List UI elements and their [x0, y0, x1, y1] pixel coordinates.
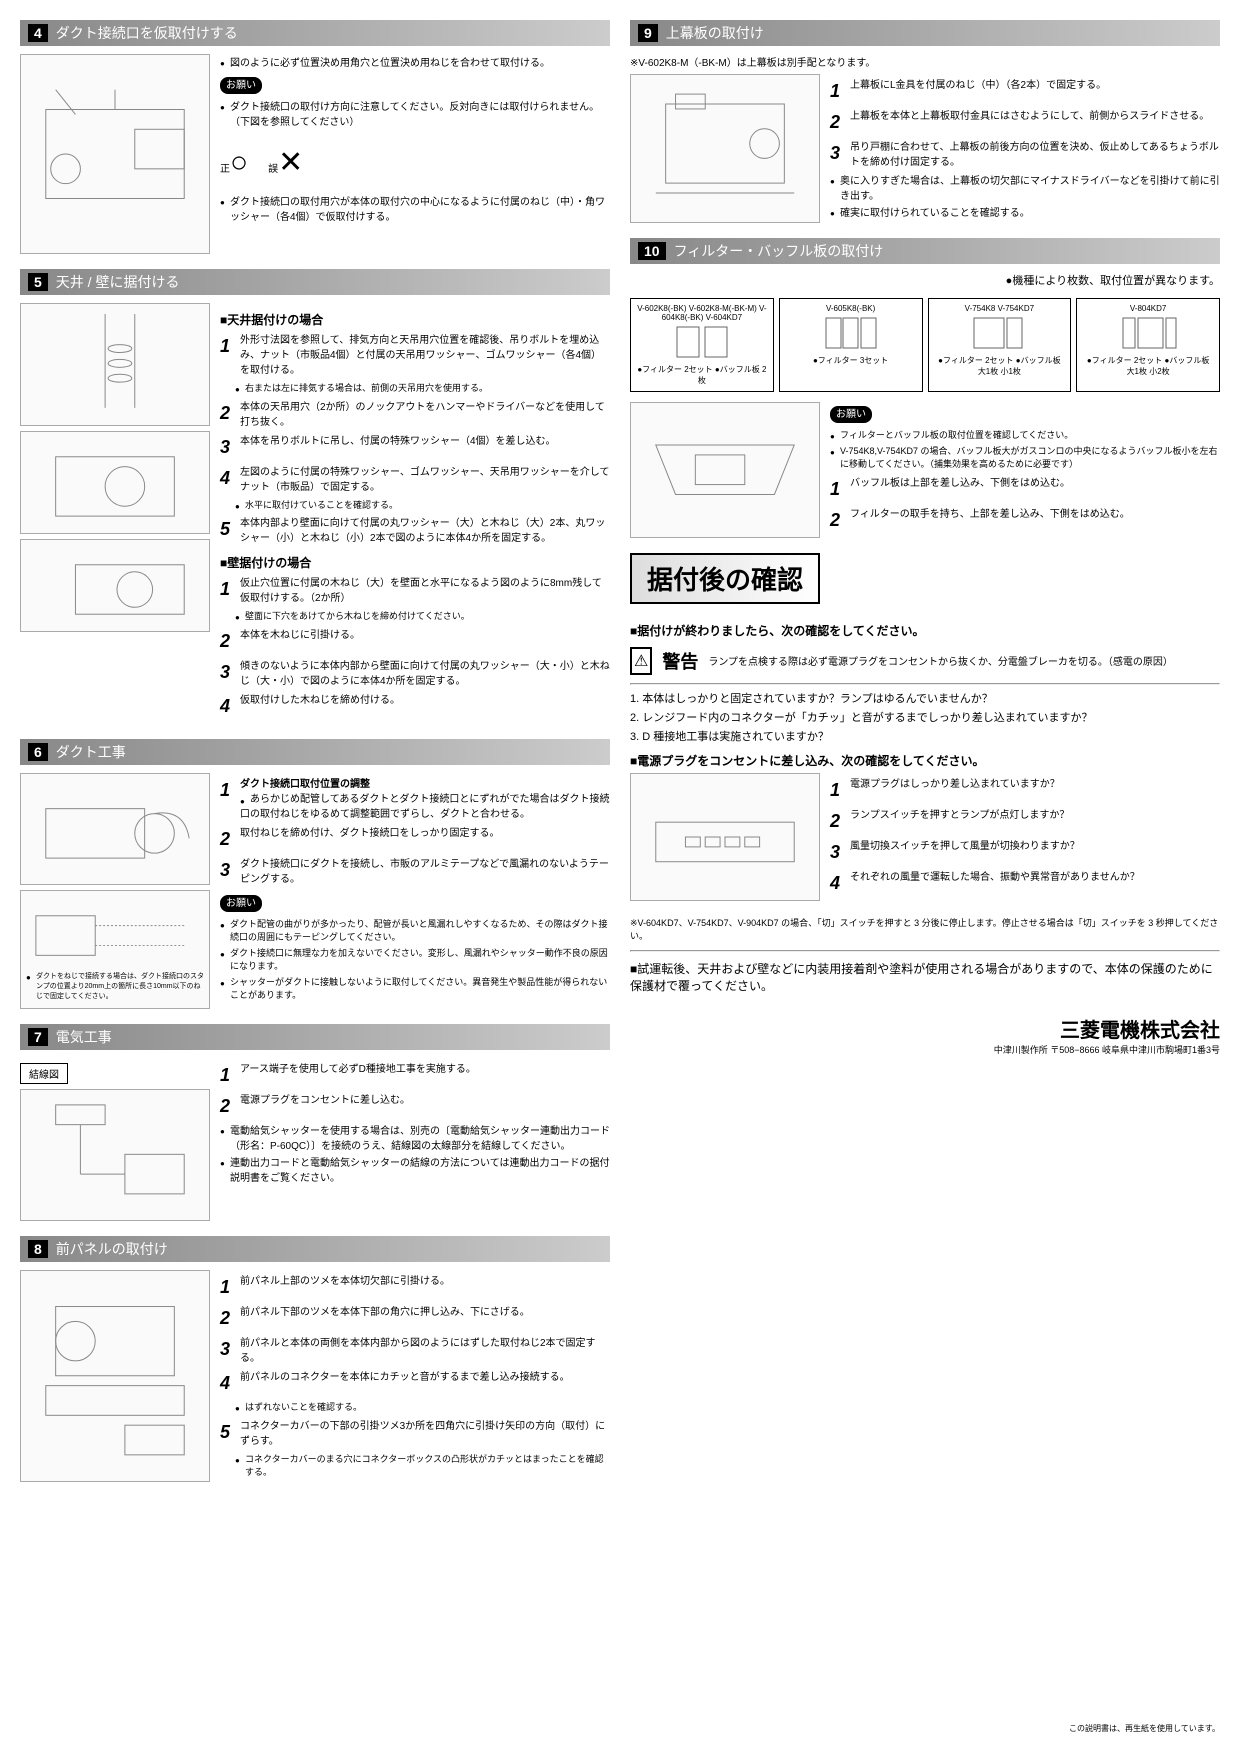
section-6-header: 6 ダクト工事 — [20, 739, 610, 765]
diagram-5c — [20, 539, 210, 632]
section-5-text: ■天井据付けの場合 1外形寸法図を参照して、排気方向と天吊用穴位置を確認後、吊り… — [220, 303, 610, 724]
diagram-5b — [20, 431, 210, 534]
final-note: ■試運転後、天井および壁などに内装用接着剤や塗料が使用される場合がありますので、… — [630, 960, 1220, 994]
footer-note: この説明書は、再生紙を使用しています。 — [1069, 1723, 1220, 1734]
company-addr: 中津川製作所 〒508−8666 岐阜県中津川市駒場町1番3号 — [630, 1043, 1220, 1056]
section-5-header: 5 天井 / 壁に据付ける — [20, 269, 610, 295]
section-4-header: 4 ダクト接続口を仮取付けする — [20, 20, 610, 46]
section-8-header: 8 前パネルの取付け — [20, 1236, 610, 1262]
s9-note: ※V-602K8-M（-BK-M）は上幕板は別手配となります。 — [630, 54, 1220, 69]
diagram-6a — [20, 773, 210, 886]
diagram-10 — [630, 402, 820, 538]
section-9-text: 1上幕板にL金具を付属のねじ（中）（各2本）で固定する。 2上幕板を本体と上幕板… — [830, 74, 1220, 223]
section-9-header: 9 上幕板の取付け — [630, 20, 1220, 46]
correct-wrong-diagram: 正○ 誤✕ — [220, 140, 610, 185]
check-list-1: 1. 本体はしっかりと固定されていますか？ランプはゆるんでいませんか？ 2. レ… — [630, 690, 1220, 744]
section-7-text: 1アース端子を使用して必ずD種接地工事を実施する。 2電源プラグをコンセントに差… — [220, 1058, 610, 1222]
diagram-6b: ダクトをねじで接続する場合は、ダクト接続口のスタンプの位置より20mm上の箇所に… — [20, 890, 210, 1008]
section-10-text: お願い フィルターとバッフル板の取付位置を確認してください。 V-754K8,V… — [830, 402, 1220, 538]
diagram-5a — [20, 303, 210, 426]
section-4-text: 図のように必ず位置決め用角穴と位置決め用ねじを合わせて取付ける。 お願い ダクト… — [220, 54, 610, 254]
confirm-title: 据付後の確認 — [630, 553, 820, 604]
company-name: 三菱電機株式会社 — [630, 1014, 1220, 1043]
section-num-4: 4 — [28, 24, 48, 42]
section-title-4: ダクト接続口を仮取付けする — [56, 23, 238, 43]
diagram-7 — [20, 1089, 210, 1222]
diagram-9 — [630, 74, 820, 223]
warning-row: ⚠ 警告 ランプを点検する際は必ず電源プラグをコンセントから抜くか、分電盤ブレー… — [630, 647, 1220, 675]
onegai-label: お願い — [220, 77, 262, 94]
wiring-label: 結線図 — [20, 1063, 68, 1084]
diagram-4 — [20, 54, 210, 254]
confirm-checks: 1電源プラグはしっかり差し込まれていますか？ 2ランプスイッチを押すとランプが点… — [830, 773, 1220, 901]
section-6-text: 1ダクト接続口取付位置の調整あらかじめ配管してあるダクトとダクト接続口とにずれが… — [220, 773, 610, 1009]
diagram-8 — [20, 1270, 210, 1482]
diagram-confirm — [630, 773, 820, 901]
section-8-text: 1前パネル上部のツメを本体切欠部に引掛ける。 2前パネル下部のツメを本体下部の角… — [220, 1270, 610, 1482]
filter-model-table: V-602K8(-BK) V-602K8-M(-BK-M) V-604K8(-B… — [630, 298, 1220, 392]
section-10-header: 10 フィルター・バッフル板の取付け — [630, 238, 1220, 264]
warning-icon: ⚠ — [630, 647, 652, 675]
section-7-header: 7 電気工事 — [20, 1024, 610, 1050]
